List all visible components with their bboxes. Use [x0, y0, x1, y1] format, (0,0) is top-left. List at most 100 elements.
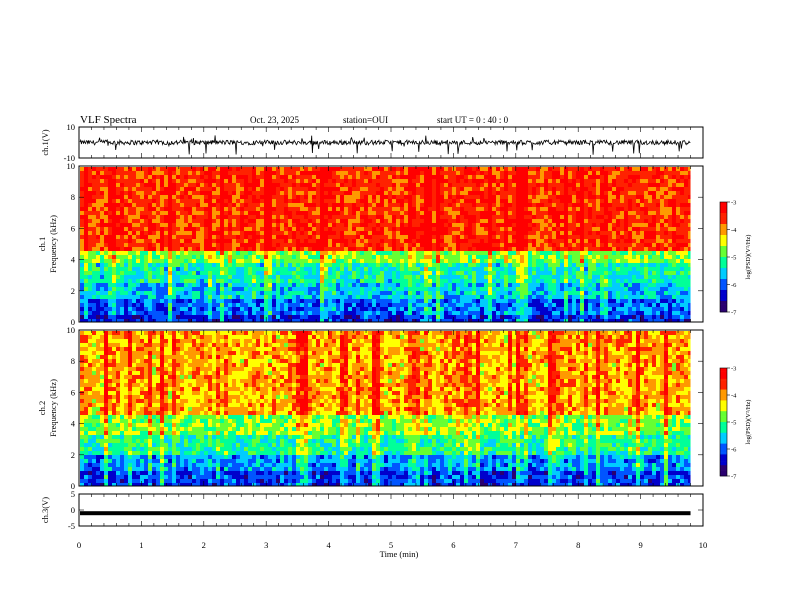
spectrogram-cell: [448, 219, 452, 223]
spectrogram-cell: [424, 291, 428, 295]
spectrogram-cell: [292, 251, 296, 255]
spectrogram-cell: [540, 295, 544, 299]
spectrogram-cell: [396, 227, 400, 231]
spectrogram-cell: [316, 287, 320, 291]
spectrogram-cell: [248, 227, 252, 231]
spectrogram-cell: [452, 267, 456, 271]
spectrogram-cell: [176, 187, 180, 191]
spectrogram-cell: [292, 191, 296, 195]
spectrogram-cell: [280, 171, 284, 175]
spectrogram-cell: [336, 187, 340, 191]
spectrogram-cell: [236, 187, 240, 191]
spectrogram-cell: [360, 295, 364, 299]
spectrogram-cell: [144, 307, 148, 311]
spectrogram-cell: [156, 263, 160, 267]
spectrogram-cell: [92, 171, 96, 175]
spectrogram-cell: [172, 219, 176, 223]
spectrogram-cell: [204, 223, 208, 227]
spectrogram-cell: [380, 303, 384, 307]
spectrogram-cell: [516, 199, 520, 203]
spectrogram-cell: [324, 219, 328, 223]
spectrogram-cell: [212, 199, 216, 203]
spectrogram-cell: [96, 267, 100, 271]
spectrogram-cell: [228, 167, 232, 171]
spectrogram-cell: [188, 191, 192, 195]
spectrogram-cell: [392, 167, 396, 171]
spectrogram-cell: [296, 215, 300, 219]
spectrogram-cell: [408, 271, 412, 275]
spectrogram-cell: [468, 255, 472, 259]
spectrogram-cell: [132, 171, 136, 175]
spectrogram-cell: [276, 171, 280, 175]
spectrogram-cell: [88, 251, 92, 255]
spectrogram-cell: [96, 283, 100, 287]
spectrogram-cell: [472, 227, 476, 231]
spectrogram-cell: [360, 223, 364, 227]
spectrogram-cell: [460, 315, 464, 319]
spectrogram-cell: [364, 211, 368, 215]
spectrogram-cell: [348, 275, 352, 279]
spectrogram-cell: [440, 219, 444, 223]
spectrogram-cell: [324, 211, 328, 215]
spectrogram-cell: [80, 319, 84, 322]
spectrogram-cell: [484, 255, 488, 259]
spectrogram-cell: [324, 227, 328, 231]
spectrogram-cell: [456, 299, 460, 303]
spectrogram-cell: [88, 231, 92, 235]
spectrogram-cell: [384, 183, 388, 187]
spectrogram-cell: [268, 271, 272, 275]
spectrogram-cell: [496, 275, 500, 279]
spectrogram-cell: [188, 243, 192, 247]
spectrogram-cell: [340, 295, 344, 299]
spectrogram-cell: [364, 207, 368, 211]
spectrogram-cell: [228, 251, 232, 255]
spectrogram-cell: [420, 319, 424, 322]
spectrogram-cell: [160, 207, 164, 211]
spectrogram-cell: [88, 315, 92, 319]
spectrogram-cell: [308, 287, 312, 291]
spectrogram-cell: [144, 179, 148, 183]
spectrogram-cell: [376, 203, 380, 207]
spectrogram-cell: [448, 243, 452, 247]
spectrogram-cell: [296, 167, 300, 171]
spectrogram-cell: [488, 227, 492, 231]
spectrogram-cell: [416, 219, 420, 223]
spectrogram-cell: [540, 195, 544, 199]
spectrogram-cell: [88, 307, 92, 311]
spectrogram-cell: [256, 179, 260, 183]
spectrogram-cell: [248, 287, 252, 291]
spectrogram-cell: [368, 167, 372, 171]
spectrogram-cell: [432, 315, 436, 319]
spectrogram-cell: [428, 307, 432, 311]
spectrogram-cell: [312, 247, 316, 251]
spectrogram-cell: [392, 235, 396, 239]
spectrogram-cell: [500, 211, 504, 215]
spectrogram-cell: [208, 299, 212, 303]
spectrogram-cell: [200, 311, 204, 315]
spectrogram-cell: [312, 187, 316, 191]
spectrogram-cell: [464, 191, 468, 195]
spectrogram-cell: [320, 179, 324, 183]
spectrogram-cell: [152, 311, 156, 315]
spectrogram-cell: [408, 279, 412, 283]
spectrogram-cell: [236, 199, 240, 203]
spectrogram-cell: [268, 295, 272, 299]
spectrogram-cell: [268, 315, 272, 319]
spectrogram-cell: [196, 267, 200, 271]
spectrogram-cell: [476, 303, 480, 307]
spectrogram-cell: [556, 279, 560, 283]
spectrogram-cell: [252, 291, 256, 295]
spectrogram-cell: [212, 211, 216, 215]
spectrogram-cell: [284, 279, 288, 283]
spectrogram-cell: [456, 203, 460, 207]
spectrogram-cell: [564, 299, 568, 303]
spectrogram-cell: [528, 219, 532, 223]
spectrogram-cell: [236, 239, 240, 243]
spectrogram-cell: [228, 195, 232, 199]
spectrogram-cell: [268, 251, 272, 255]
spectrogram-cell: [356, 183, 360, 187]
spectrogram-cell: [488, 279, 492, 283]
spectrogram-cell: [504, 267, 508, 271]
spectrogram-cell: [264, 223, 268, 227]
spectrogram-cell: [288, 215, 292, 219]
